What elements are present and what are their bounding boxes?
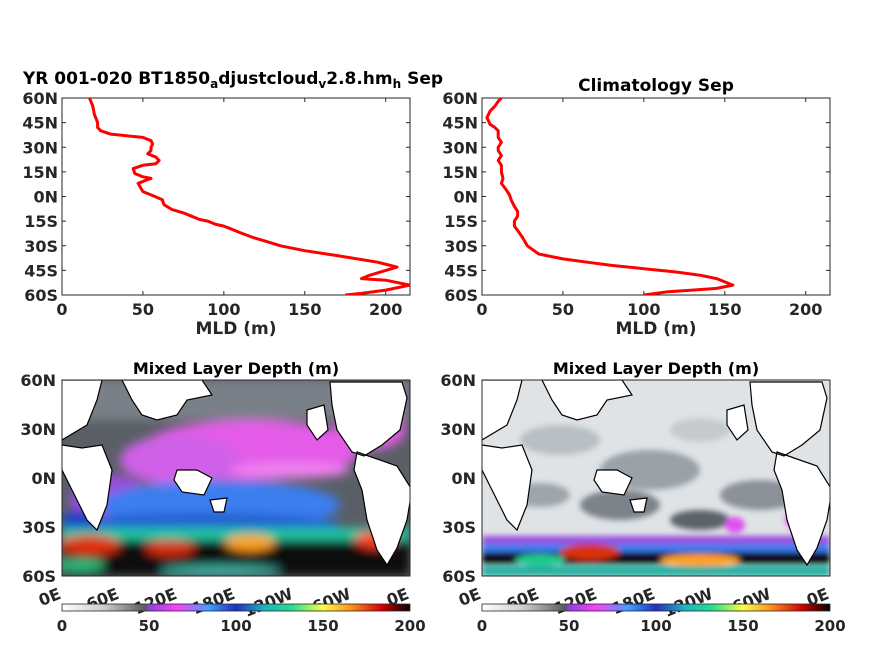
p1-ytick-label: 0N: [33, 188, 58, 207]
p3-lat-label: 60S: [22, 567, 56, 586]
panel-1-title: YR 001-020 BT1850adjustcloudv2.8.hmh Sep: [22, 69, 443, 91]
p4-lon-label: 60W: [729, 584, 773, 617]
p3-lon-label: 0E: [36, 584, 64, 610]
p2-ytick-label: 30N: [442, 138, 478, 157]
panel-4-y-tick-labels: 60N 30N 0N 30S 60S: [440, 371, 476, 586]
panel-3-colorbar: [61, 603, 411, 612]
p3-colorbar-label: 200: [394, 617, 425, 635]
panel-3-heatmap-field: [62, 380, 410, 576]
panel-3-x-tick-labels: 0E 60E 120E 180E 120W 60W 0E: [36, 584, 412, 621]
p4-colorbar-label: 150: [727, 617, 758, 635]
panel-4-colorbar: [481, 603, 831, 612]
p1-ytick-label: 45S: [24, 261, 58, 280]
p1-ytick-label: 30S: [24, 237, 58, 256]
p1-ytick-label: 60S: [24, 286, 58, 305]
p2-ytick-label: 45N: [442, 114, 478, 133]
p1-ytick-label: 30N: [22, 138, 58, 157]
p3-lon-label: 60W: [309, 584, 353, 617]
panel-2-ticks: [481, 97, 830, 296]
p1-xtick-label: 200: [369, 300, 402, 319]
p4-colorbar-label: 100: [640, 617, 671, 635]
p3-lat-label: 0N: [31, 469, 56, 488]
p3-lon-label: 180E: [189, 584, 237, 618]
p4-lon-label: 120E: [551, 584, 599, 618]
p4-colorbar-label: 50: [559, 617, 580, 635]
panel-2-x-tick-labels: 0 50 100 150 200: [476, 300, 822, 319]
panel-1-line-plot: YR 001-020 BT1850adjustcloudv2.8.hmh Sep…: [22, 69, 443, 339]
p1-ytick-label: 15S: [24, 212, 58, 231]
panel-1-y-tick-labels: 60N 45N 30N 15N 0N 15S 30S 45S 60S: [22, 89, 58, 305]
panel-2-xlabel: MLD (m): [615, 319, 696, 339]
panel-3-map: Mixed Layer Depth (m): [20, 359, 425, 635]
panel-2-mld-line: [485, 98, 735, 295]
p3-lat-label: 60N: [20, 371, 56, 390]
p4-lat-label: 30N: [440, 420, 476, 439]
p3-lat-label: 30N: [20, 420, 56, 439]
p3-colorbar-label: 100: [220, 617, 251, 635]
p4-lat-label: 0N: [451, 469, 476, 488]
panel-3-title: Mixed Layer Depth (m): [133, 359, 339, 378]
p4-lat-label: 60S: [442, 567, 476, 586]
panel-3-y-tick-labels: 60N 30N 0N 30S 60S: [20, 371, 56, 586]
panel-4-colorbar-ticks: 0 50 100 150 200: [477, 617, 846, 635]
p2-ytick-label: 60S: [444, 286, 478, 305]
panel-3-axes-frame: [61, 379, 411, 577]
p3-colorbar-label: 50: [139, 617, 160, 635]
p4-lat-label: 30S: [442, 518, 476, 537]
panel-1-mld-line: [88, 98, 410, 295]
panel-1-ticks: [61, 97, 410, 296]
panel-4-heatmap-field: [482, 380, 830, 576]
panel-2-y-tick-labels: 60N 45N 30N 15N 0N 15S 30S 45S 60S: [442, 89, 478, 305]
p2-xtick-label: 200: [789, 300, 822, 319]
p1-ytick-label: 15N: [22, 163, 58, 182]
panel-1-xlabel: MLD (m): [195, 319, 276, 339]
p4-lon-label: 180E: [609, 584, 657, 618]
p1-xtick-label: 50: [132, 300, 154, 319]
p1-xtick-label: 150: [288, 300, 321, 319]
panel-4-map: Mixed Layer Depth (m): [440, 359, 845, 635]
p2-ytick-label: 15S: [444, 212, 478, 231]
p4-colorbar-label: 0: [477, 617, 487, 635]
p2-ytick-label: 15N: [442, 163, 478, 182]
p2-ytick-label: 0N: [453, 188, 478, 207]
p3-lat-label: 30S: [22, 518, 56, 537]
p1-xtick-label: 100: [207, 300, 240, 319]
p4-colorbar-label: 200: [814, 617, 845, 635]
p1-ytick-label: 60N: [22, 89, 58, 108]
p2-xtick-label: 100: [627, 300, 660, 319]
panel-2-axes-frame: [481, 97, 831, 296]
panel-2-line-plot: Climatology Sep 60N45N30N15N0N15S30S45S6…: [442, 76, 831, 339]
p3-lon-label: 120W: [241, 584, 296, 621]
p2-ytick-label: 30S: [444, 237, 478, 256]
p4-lat-label: 60N: [440, 371, 476, 390]
panel-4-title: Mixed Layer Depth (m): [553, 359, 759, 378]
p2-ytick-label: 45S: [444, 261, 478, 280]
panel-4-axes-frame: [481, 379, 831, 577]
p3-colorbar-label: 150: [307, 617, 338, 635]
panel-1-axes-frame: [61, 97, 411, 296]
panel-4-x-tick-labels: 0E 60E 120E 180E 120W 60W 0E: [456, 584, 832, 621]
p2-ytick-label: 60N: [442, 89, 478, 108]
p1-ytick-label: 45N: [22, 114, 58, 133]
p2-xtick-label: 50: [552, 300, 574, 319]
p2-xtick-label: 150: [708, 300, 741, 319]
p4-lon-label: 0E: [456, 584, 484, 610]
panel-2-title: Climatology Sep: [578, 76, 734, 96]
p4-lon-label: 120W: [661, 584, 716, 621]
p1-xtick-label: 0: [56, 300, 67, 319]
p2-xtick-label: 0: [476, 300, 487, 319]
p3-lon-label: 120E: [131, 584, 179, 618]
panel-1-x-tick-labels: 0 50 100 150 200: [56, 300, 402, 319]
p3-colorbar-label: 0: [57, 617, 67, 635]
panel-3-colorbar-ticks: 0 50 100 150 200: [57, 617, 426, 635]
